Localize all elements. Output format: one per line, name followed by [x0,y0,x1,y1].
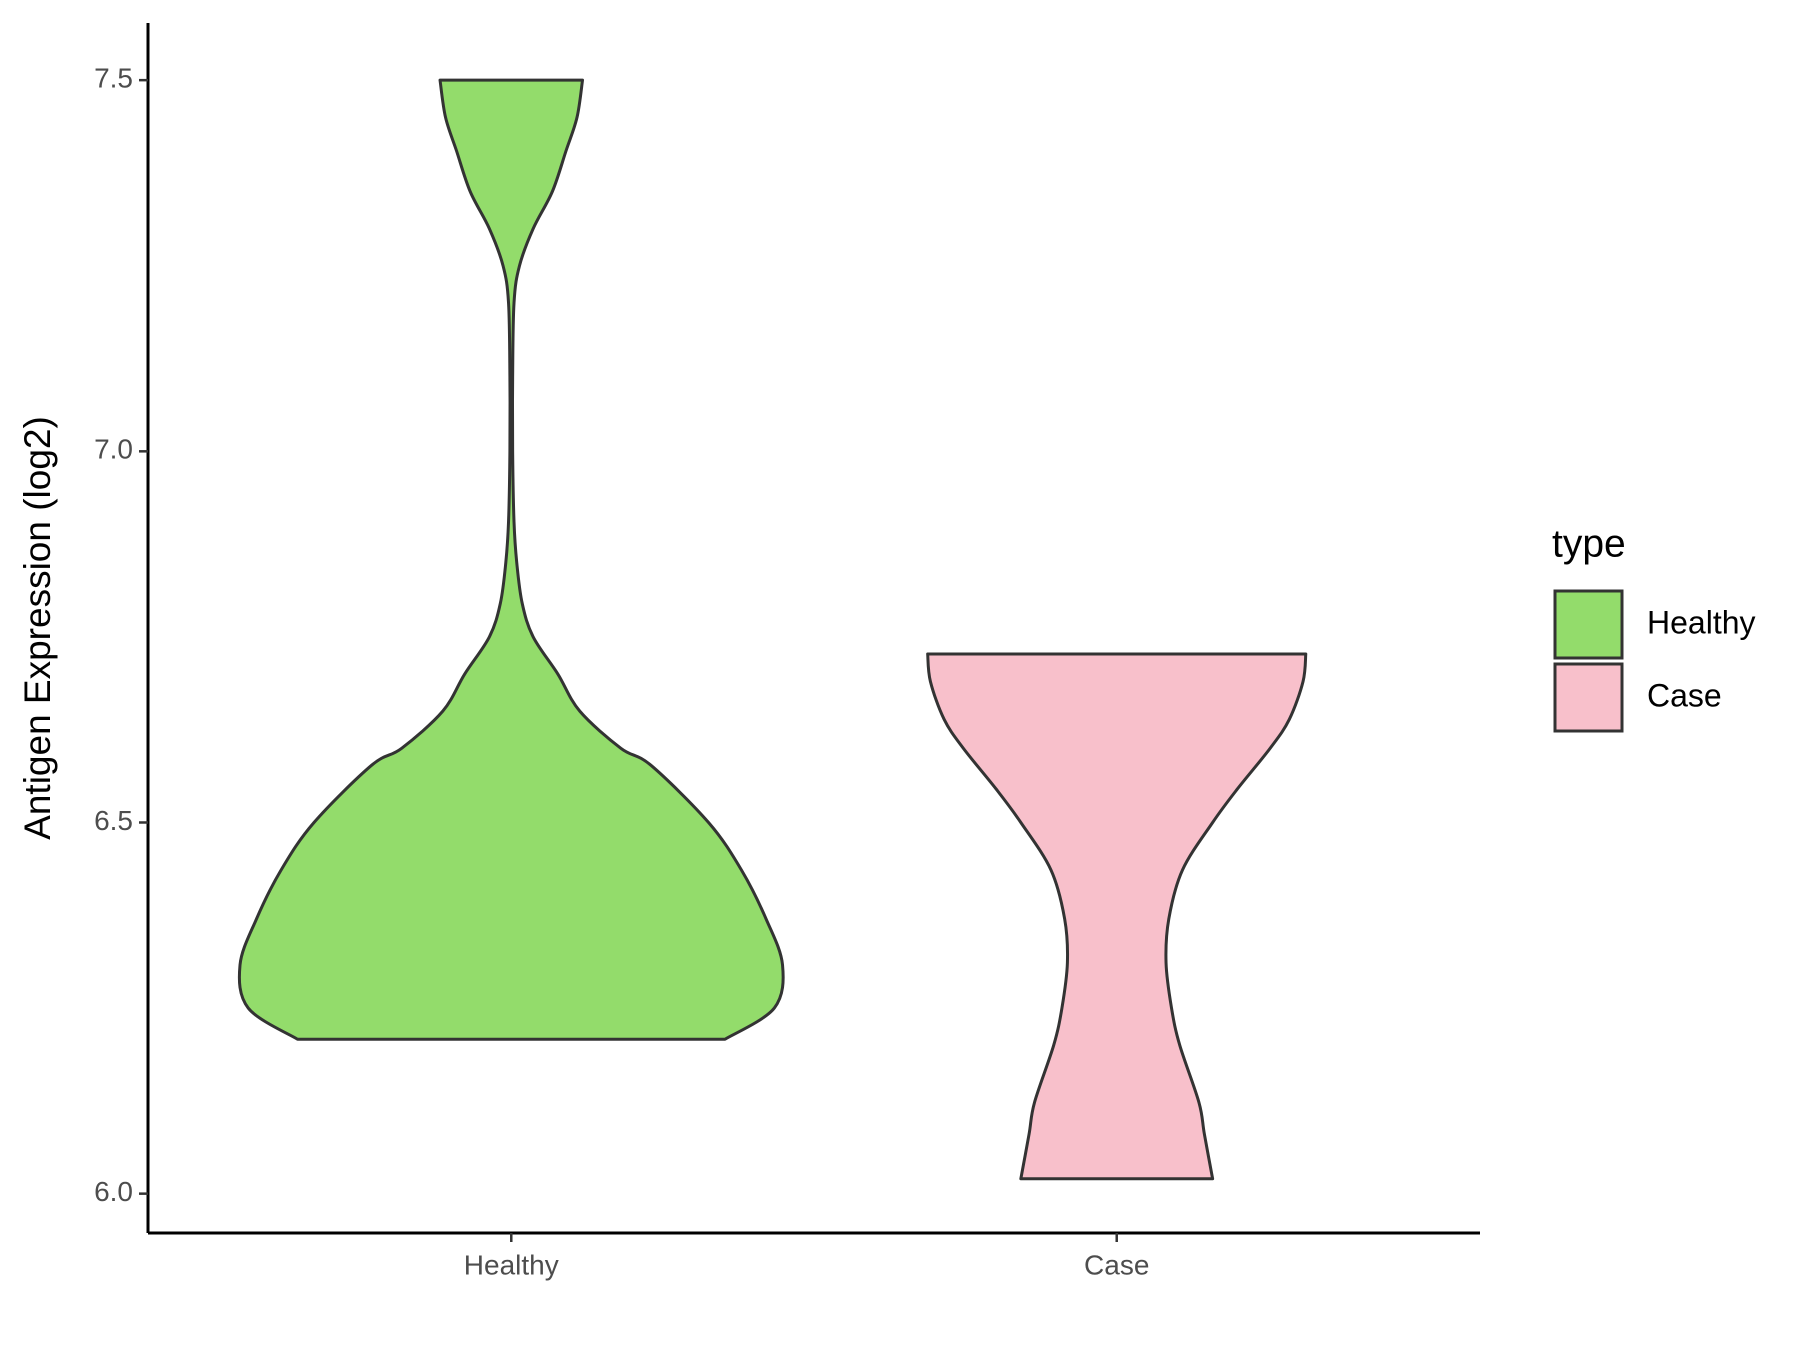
legend-label: Case [1647,677,1722,713]
y-tick-label: 7.0 [94,434,133,465]
x-tick-label: Healthy [464,1249,559,1280]
y-tick-label: 7.5 [94,63,133,94]
violin [237,78,785,1041]
violin [926,652,1308,1181]
y-axis-title: Antigen Expression (log2) [17,416,58,840]
legend-title: type [1552,522,1626,565]
y-tick-label: 6.5 [94,805,133,836]
legend-key [1553,662,1624,733]
y-tick-label: 6.0 [94,1176,133,1207]
legend-label: Healthy [1647,604,1756,640]
x-tick-label: Case [1084,1249,1149,1280]
legend-key [1553,589,1624,660]
